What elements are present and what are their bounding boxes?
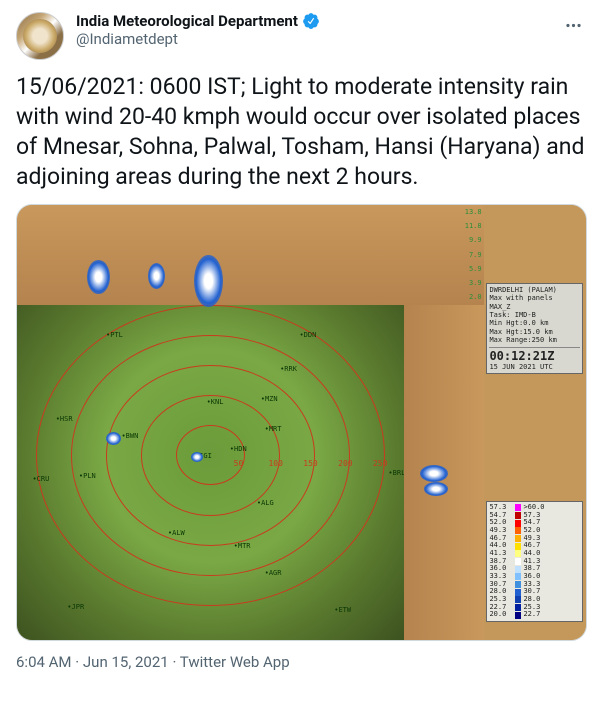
station-label: •ETW: [334, 606, 351, 614]
user-handle[interactable]: @Indiametdept: [76, 30, 560, 48]
station-label: •MRT: [265, 425, 282, 433]
user-info: India Meteorological Department @Indiame…: [76, 12, 560, 48]
station-label: •KNL: [207, 398, 224, 406]
info-time: 00:12:21Z: [489, 347, 580, 363]
info-task: Task: IMD-B: [489, 311, 580, 319]
legend-row: 20.022.7: [489, 611, 580, 619]
radar-legend: 57.3>60.054.757.352.054.749.352.046.749.…: [486, 501, 583, 622]
radar-top-panel: [17, 205, 484, 305]
info-product: MAX_Z: [489, 303, 580, 311]
station-label: •BRL: [388, 469, 403, 477]
tweet-header: India Meteorological Department @Indiame…: [16, 12, 587, 60]
info-max-hgt: Max Hgt:15.0 km: [489, 328, 580, 336]
more-button[interactable]: [560, 12, 587, 43]
station-label: •MTR: [234, 542, 251, 550]
radar-top-scale: 13.811.89.97.95.93.92.0: [465, 205, 484, 305]
station-label: •PTL: [106, 331, 123, 339]
verified-badge-icon: [302, 12, 320, 30]
station-label: •PLN: [79, 472, 96, 480]
avatar[interactable]: [16, 12, 64, 60]
tweet-time[interactable]: 6:04 AM: [16, 653, 72, 671]
radar-right-panel: [404, 305, 484, 640]
station-label: •MZN: [261, 395, 278, 403]
info-desc: Max with panels: [489, 294, 580, 302]
tweet-footer: 6:04 AMJun 15, 2021Twitter Web App: [16, 653, 587, 671]
radar-info-box: DWRDELHI (PALAM) Max with panels MAX_Z T…: [486, 283, 583, 375]
tweet: India Meteorological Department @Indiame…: [0, 0, 603, 683]
tweet-date[interactable]: Jun 15, 2021: [72, 653, 169, 671]
station-label: •DDN: [299, 331, 316, 339]
info-date: 15 JUN 2021 UTC: [489, 363, 580, 371]
station-label: •ALW: [168, 529, 185, 537]
station-label: •RRK: [280, 365, 297, 373]
tweet-source[interactable]: Twitter Web App: [169, 653, 290, 671]
radar-main-scope: 50100150200250 •DDN•PTL•RRK•MZN•KNL•HSR•…: [17, 305, 404, 640]
info-max-range: Max Range:250 km: [489, 336, 580, 344]
station-label: •HSR: [56, 415, 73, 423]
info-min-hgt: Min Hgt:0.0 km: [489, 319, 580, 327]
station-label: •JPR: [67, 603, 84, 611]
station-label: •BWN: [121, 432, 138, 440]
station-label: •AGR: [265, 569, 282, 577]
radar-image: 13.811.89.97.95.93.92.0 50100150200250 •…: [17, 205, 586, 640]
station-label: •ALG: [257, 499, 274, 507]
display-name[interactable]: India Meteorological Department: [76, 12, 298, 30]
station-label: •HDN: [230, 445, 247, 453]
station-label: •CRU: [32, 475, 49, 483]
info-station: DWRDELHI (PALAM): [489, 286, 580, 294]
media-container[interactable]: 13.811.89.97.95.93.92.0 50100150200250 •…: [16, 204, 587, 641]
tweet-text: 15/06/2021: 0600 IST; Light to moderate …: [16, 72, 587, 192]
